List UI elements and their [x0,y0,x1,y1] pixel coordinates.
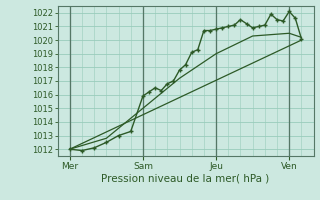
X-axis label: Pression niveau de la mer( hPa ): Pression niveau de la mer( hPa ) [101,173,270,183]
